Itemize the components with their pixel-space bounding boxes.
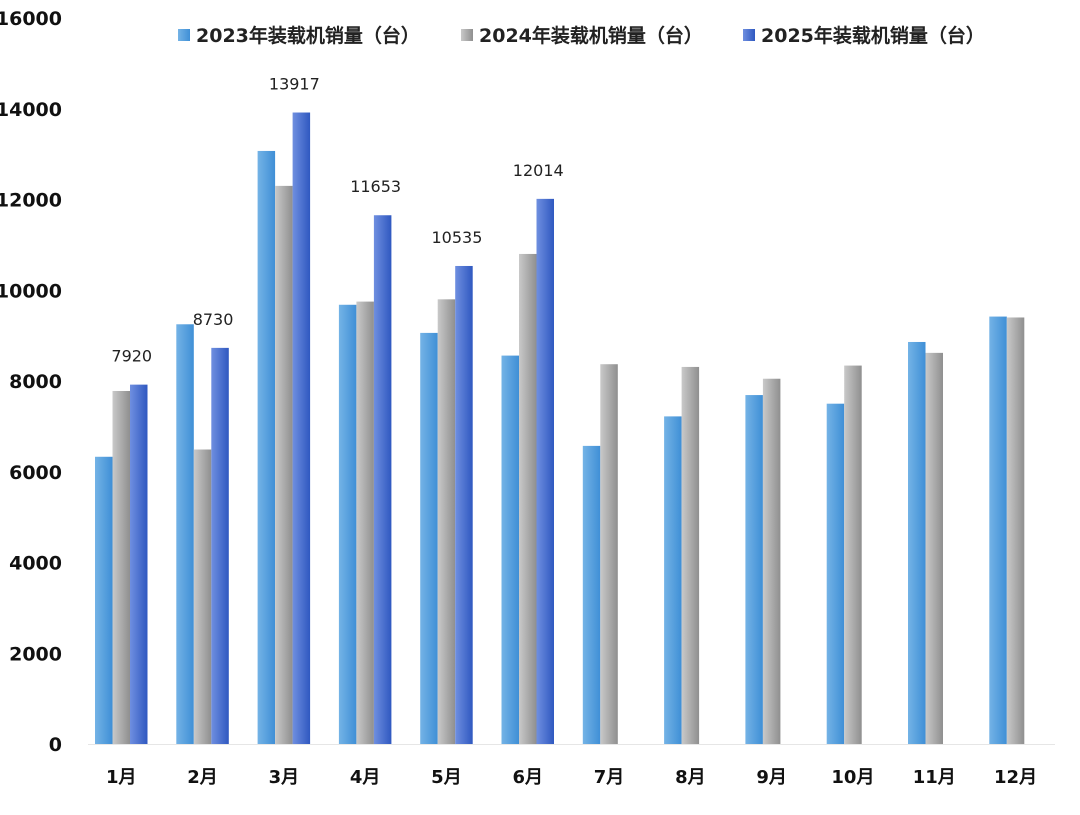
bar xyxy=(664,416,682,744)
data-label: 7920 xyxy=(111,347,152,366)
bar xyxy=(681,366,700,744)
bar xyxy=(437,299,456,744)
data-label: 12014 xyxy=(513,161,564,180)
bar xyxy=(211,347,229,744)
data-label: 10535 xyxy=(431,228,482,247)
bar xyxy=(762,378,781,744)
bar xyxy=(130,384,148,744)
x-tick-label: 12月 xyxy=(994,767,1037,788)
bar xyxy=(338,304,357,744)
legend: 2023年装载机销量（台） 2024年装载机销量（台） 2025年装载机销量（台） xyxy=(178,24,985,47)
x-tick-label: 2月 xyxy=(187,767,218,788)
bar xyxy=(95,456,113,744)
y-tick-label: 8000 xyxy=(9,371,62,393)
bar xyxy=(844,365,862,744)
y-tick-label: 2000 xyxy=(9,643,62,665)
bars xyxy=(95,112,1025,745)
x-axis: 1月 2月 3月 4月 5月 6月 7月 8月 9月 10月 11月 12月 xyxy=(88,744,1055,788)
x-tick-label: 3月 xyxy=(269,767,300,788)
bar xyxy=(112,390,130,744)
bar xyxy=(420,332,438,744)
x-tick-label: 4月 xyxy=(350,767,381,788)
bar xyxy=(826,403,845,744)
x-tick-label: 1月 xyxy=(106,767,137,788)
bar xyxy=(455,265,473,744)
legend-label: 2025年装载机销量（台） xyxy=(761,24,985,47)
x-tick-label: 10月 xyxy=(831,767,874,788)
x-tick-label: 8月 xyxy=(675,767,706,788)
bar xyxy=(745,395,763,744)
y-tick-label: 16000 xyxy=(0,8,62,30)
y-tick-label: 0 xyxy=(49,734,62,756)
y-tick-label: 6000 xyxy=(9,462,62,484)
bar xyxy=(193,449,212,744)
data-label: 8730 xyxy=(193,310,234,329)
x-tick-label: 5月 xyxy=(431,767,462,788)
bar xyxy=(908,341,926,744)
y-tick-label: 10000 xyxy=(0,280,62,302)
legend-swatch xyxy=(461,29,473,41)
data-label: 13917 xyxy=(269,75,320,94)
y-axis: 0 2000 4000 6000 8000 10000 12000 14000 16000 xyxy=(0,8,62,756)
bar xyxy=(519,253,537,744)
bar xyxy=(176,324,194,744)
bar xyxy=(536,198,554,744)
bar xyxy=(373,215,392,745)
bar xyxy=(275,185,293,744)
x-tick-label: 9月 xyxy=(756,767,787,788)
bar xyxy=(292,112,311,745)
legend-swatch xyxy=(178,29,190,41)
y-tick-label: 4000 xyxy=(9,553,62,575)
bar xyxy=(600,364,618,744)
bar xyxy=(989,316,1007,744)
x-tick-label: 6月 xyxy=(512,767,543,788)
legend-label: 2023年装载机销量（台） xyxy=(196,24,420,47)
y-tick-label: 12000 xyxy=(0,190,62,212)
bar xyxy=(257,150,276,745)
bar xyxy=(1006,317,1025,744)
bar xyxy=(925,352,943,744)
y-tick-label: 14000 xyxy=(0,99,62,121)
bar xyxy=(501,355,519,744)
data-labels: 7920 8730 13917 11653 10535 12014 xyxy=(111,75,563,366)
x-tick-label: 11月 xyxy=(913,767,956,788)
legend-label: 2024年装载机销量（台） xyxy=(479,24,703,47)
data-label: 11653 xyxy=(350,177,401,196)
legend-swatch xyxy=(743,29,755,41)
bar xyxy=(582,445,601,744)
x-tick-label: 7月 xyxy=(594,767,625,788)
bar xyxy=(356,301,374,744)
